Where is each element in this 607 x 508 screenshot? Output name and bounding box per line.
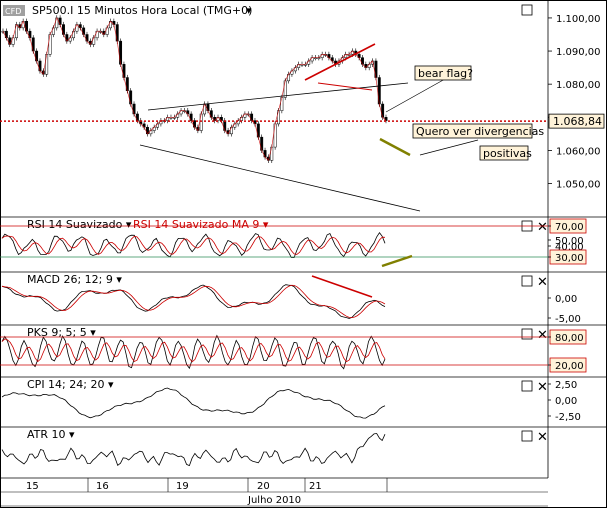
candle-body: [38, 60, 42, 72]
indicator-tick-label: 0,00: [555, 294, 577, 305]
day-tick-15: 15: [26, 481, 39, 492]
price-tick-label: 1.050,00: [556, 180, 601, 191]
bear-flag-pointer: [385, 78, 446, 113]
candle-body: [129, 90, 133, 105]
price-series: [1, 15, 388, 163]
indicator-panels: RSI 14 Suavizado ▾ RSI 14 Suavizado MA 9 …: [0, 218, 587, 467]
indicator-line: [1, 334, 386, 370]
day-tick-19: 19: [176, 481, 189, 492]
main-price-panel: 1.100,001.090,001.080,001.070,001.060,00…: [0, 4, 605, 212]
price-axis-ticks: 1.100,001.090,001.080,001.070,001.060,00…: [548, 14, 601, 191]
indicator-tick-label: -5,00: [555, 314, 581, 325]
day-tick-16: 16: [96, 481, 109, 492]
divergence-line-rsi: [381, 254, 413, 268]
upper-channel-line: [147, 82, 409, 111]
indicator-panel-1: RSI 14 Suavizado ▾ RSI 14 Suavizado MA 9 …: [0, 218, 587, 265]
indicator-line: [1, 232, 386, 259]
indicator-panel-2: MACD 26; 12; 9 ▾ ✕ 0,00 -5,00: [1, 273, 581, 325]
symbol-title: SP500.I 15 Minutos Hora Local (TMG+0): [32, 4, 252, 17]
indicator-tick-label: 50,00: [555, 236, 584, 247]
price-tick-label: 1.090,00: [556, 47, 601, 58]
candle-body: [280, 97, 284, 111]
indicator-tick-label: 2,50: [555, 380, 577, 391]
time-axis: 15 16 19 20 21 Julho 2010: [0, 477, 548, 507]
annotation-bear-flag-text: bear flag?: [418, 67, 473, 80]
annotation-divergence-box: [412, 123, 533, 139]
candle-body: [45, 54, 49, 75]
day-tick-21: 21: [309, 481, 322, 492]
indicator-tick-label: 30,00: [555, 253, 584, 264]
panel-close-icon[interactable]: ✕: [537, 220, 548, 235]
panel-maximize-icon[interactable]: [521, 328, 533, 340]
indicator-tick-label: -2,50: [555, 412, 581, 423]
cfd-badge-text: CFD: [5, 7, 21, 16]
panel-close-icon[interactable]: ✕: [537, 275, 548, 290]
indicator-line: [1, 284, 386, 319]
panel-close-icon[interactable]: ✕: [537, 328, 548, 343]
indicator-label[interactable]: ATR 10 ▾: [27, 428, 75, 441]
panel-maximize-icon[interactable]: [521, 380, 533, 392]
indicator-panel-5: ATR 10 ▾ ✕: [1, 428, 548, 467]
indicator-label[interactable]: CPI 14; 24; 20 ▾: [27, 378, 114, 391]
lower-channel-line: [139, 144, 421, 212]
price-close-line: [2, 16, 387, 161]
indicator-tick-label: 20,00: [555, 361, 584, 372]
divergence-pointer: [419, 139, 479, 156]
annotation-bear-flag-box: [414, 65, 472, 81]
annotation-positive-text: positivas: [483, 147, 532, 160]
indicator-label[interactable]: MACD 26; 12; 9 ▾: [27, 273, 122, 286]
indicator-panel-4: CPI 14; 24; 20 ▾ ✕ 2,50 0,00 -2,50: [1, 378, 581, 423]
panel-close-icon[interactable]: ✕: [537, 380, 548, 395]
price-tick-label: 1.080,00: [556, 80, 601, 91]
price-tick-label: 1.100,00: [556, 14, 601, 25]
flag-lower-line: [317, 82, 373, 91]
annotation-divergence: Quero ver divergencias positivas: [412, 123, 544, 161]
indicator-tick-label: 80,00: [555, 333, 584, 344]
indicator-tick-label: 70,00: [555, 222, 584, 233]
indicator-line: [1, 387, 386, 419]
indicator-tick-label: 40,00: [555, 242, 584, 253]
indicator-label-secondary[interactable]: RSI 14 Suavizado MA 9 ▾: [133, 218, 269, 231]
month-label: Julho 2010: [247, 495, 301, 506]
panel-close-icon[interactable]: ✕: [537, 430, 548, 445]
candle-body: [377, 77, 381, 105]
annotation-bear-flag: bear flag?: [414, 65, 473, 81]
price-tick-label: 1.060,00: [556, 146, 601, 157]
annotation-positive-box: [479, 145, 529, 161]
indicator-panel-3: PKS 9; 5; 5 ▾ ✕ 80,00 20,00: [0, 326, 587, 373]
divergence-line-macd: [311, 275, 373, 298]
indicator-line: [1, 433, 386, 467]
symbol-dropdown-icon[interactable]: ▾: [246, 4, 252, 17]
day-tick-20: 20: [257, 481, 270, 492]
last-price-label: 1.068,84: [553, 115, 602, 128]
flag-upper-line: [304, 43, 376, 81]
indicator-signal-line: [1, 284, 386, 319]
last-price-box: [548, 113, 605, 129]
indicator-label[interactable]: RSI 14 Suavizado ▾: [27, 218, 132, 231]
indicator-label[interactable]: PKS 9; 5; 5 ▾: [27, 326, 96, 339]
indicator-signal-line: [1, 338, 386, 363]
annotation-divergence-text: Quero ver divergencias: [416, 125, 544, 138]
divergence-line-price: [379, 137, 411, 157]
panel-maximize-icon[interactable]: [521, 275, 533, 287]
indicator-signal-line: [1, 235, 386, 255]
cfd-badge: [3, 5, 25, 16]
indicator-tick-label: 0,00: [555, 396, 577, 407]
panel-maximize-icon[interactable]: [521, 430, 533, 442]
main-maximize-icon[interactable]: [521, 4, 533, 16]
